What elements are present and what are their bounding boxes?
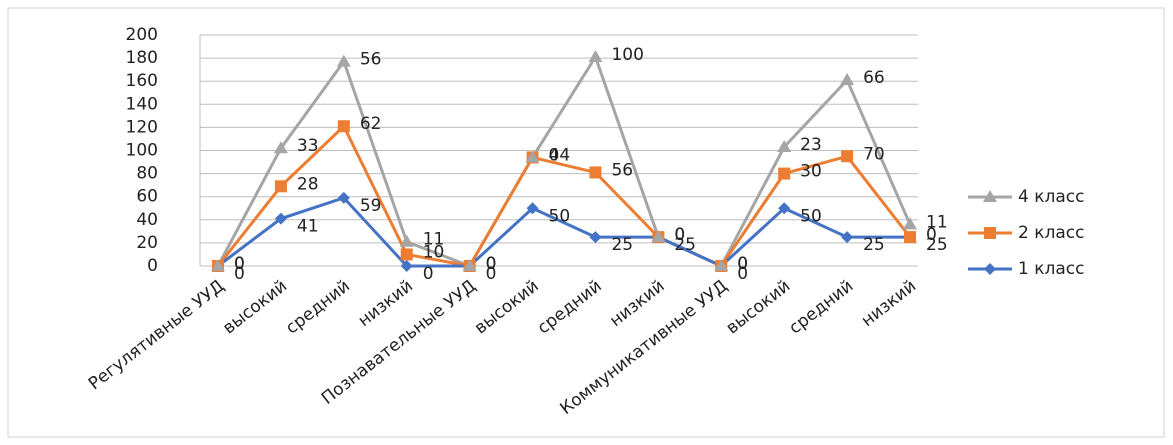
data-label: 28 [297, 174, 319, 194]
data-point [400, 248, 413, 261]
data-point [651, 230, 666, 243]
data-label: 30 [800, 162, 822, 182]
data-label: 10 [423, 242, 445, 262]
data-label: 0 [737, 264, 748, 284]
data-label: 0 [674, 225, 685, 245]
data-label: 11 [926, 212, 948, 232]
data-label: 62 [360, 114, 382, 134]
data-label: 0 [486, 264, 497, 284]
data-point [777, 140, 792, 153]
data-label: 56 [611, 160, 633, 180]
data-point [336, 54, 351, 67]
data-label: 50 [549, 206, 571, 226]
data-point [984, 263, 996, 275]
data-point [778, 167, 791, 180]
y-tick-label: 60 [136, 187, 158, 207]
data-label: 0 [549, 145, 560, 165]
data-point [337, 120, 350, 133]
y-tick-label: 140 [126, 94, 158, 114]
data-point [273, 141, 288, 154]
data-label: 41 [297, 217, 319, 237]
y-tick-label: 180 [126, 48, 158, 68]
data-label: 0 [234, 254, 245, 274]
y-tick-label: 0 [147, 256, 158, 276]
data-point [983, 190, 997, 202]
data-point [588, 49, 603, 62]
data-label: 33 [297, 136, 319, 156]
data-label: 0 [234, 264, 245, 284]
data-label: 0 [737, 254, 748, 274]
data-label: 25 [863, 235, 885, 255]
data-point [904, 231, 916, 244]
data-label: 50 [800, 206, 822, 226]
data-point [589, 166, 602, 179]
data-point [778, 202, 791, 215]
data-label: 0 [234, 254, 245, 274]
y-tick-label: 20 [136, 233, 158, 253]
data-point [400, 260, 413, 272]
data-point [526, 202, 539, 215]
data-point [840, 73, 855, 86]
data-point [525, 150, 540, 163]
y-tick-label: 200 [126, 25, 158, 45]
data-label: 0 [423, 264, 434, 284]
y-tick-label: 160 [126, 71, 158, 91]
data-label: 56 [360, 50, 382, 70]
data-label: 23 [800, 135, 822, 155]
data-point [589, 231, 602, 244]
y-tick-label: 100 [126, 141, 158, 161]
data-point [841, 231, 854, 244]
y-tick-label: 80 [136, 164, 158, 184]
data-label: 11 [423, 230, 445, 250]
data-point [903, 217, 917, 230]
chart-border [7, 7, 1165, 438]
data-label: 0 [486, 254, 497, 274]
data-label: 0 [674, 225, 685, 245]
data-point [211, 259, 225, 271]
data-label: 44 [549, 145, 571, 165]
data-label: 25 [674, 235, 696, 255]
legend-label: 1 класс [1018, 259, 1084, 279]
data-point [714, 259, 729, 271]
data-point [274, 212, 287, 225]
data-point [399, 234, 414, 247]
data-label: 70 [863, 144, 885, 164]
data-label: 25 [926, 235, 948, 255]
legend-label: 4 класс [1018, 187, 1084, 207]
data-point [462, 259, 477, 271]
data-point [337, 191, 350, 204]
data-label: 0 [926, 225, 937, 245]
data-point [984, 227, 996, 239]
legend-label: 2 класс [1018, 223, 1084, 243]
y-tick-label: 40 [136, 210, 158, 230]
data-label: 100 [611, 45, 643, 65]
data-label: 66 [863, 68, 885, 88]
series-line [216, 123, 912, 268]
data-point [841, 150, 854, 163]
data-label: 25 [611, 235, 633, 255]
data-label: 0 [737, 254, 748, 274]
series-line [217, 196, 910, 268]
data-label: 59 [360, 196, 382, 216]
data-label: 0 [486, 254, 497, 274]
data-point [274, 180, 287, 193]
y-tick-label: 120 [126, 117, 158, 137]
series-line [216, 53, 912, 268]
